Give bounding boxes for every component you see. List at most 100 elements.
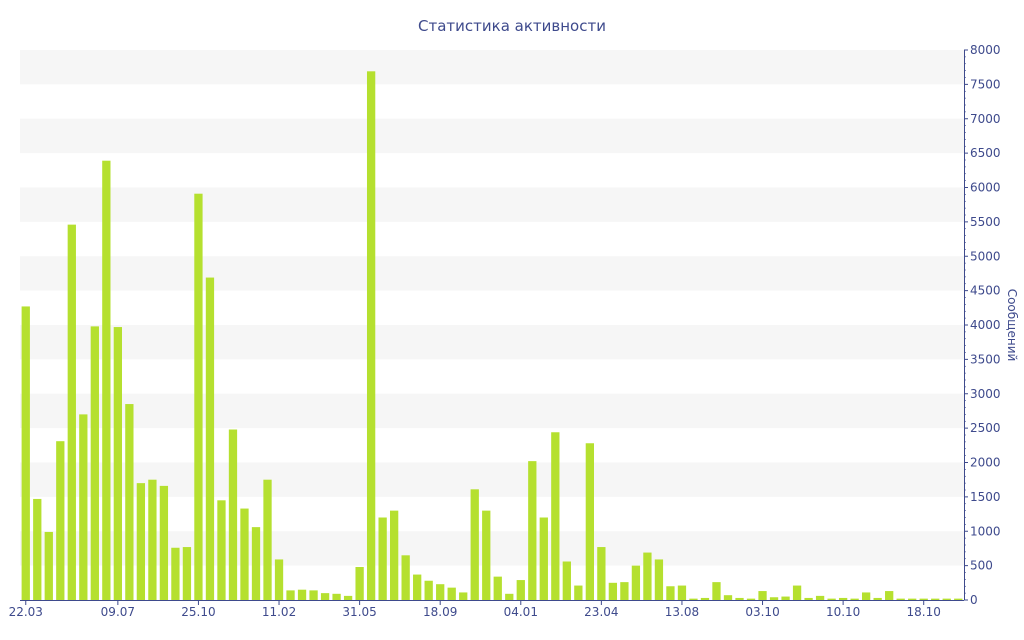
- bar[interactable]: [182, 547, 192, 600]
- x-tick-label: 03.10: [745, 605, 779, 619]
- bar[interactable]: [562, 561, 571, 601]
- bar[interactable]: [551, 432, 560, 600]
- bar[interactable]: [297, 589, 307, 600]
- bar[interactable]: [873, 597, 882, 600]
- bar[interactable]: [815, 595, 825, 601]
- bar[interactable]: [378, 517, 387, 601]
- bar[interactable]: [136, 483, 146, 601]
- bar[interactable]: [781, 596, 790, 600]
- x-tick-label: 25.10: [181, 605, 215, 619]
- bar[interactable]: [102, 160, 111, 600]
- y-tick-label: 2500: [970, 421, 1001, 435]
- bar[interactable]: [332, 593, 341, 600]
- bar[interactable]: [390, 510, 399, 601]
- bar[interactable]: [942, 598, 951, 601]
- bar[interactable]: [769, 597, 779, 600]
- y-tick-label: 8000: [970, 43, 1001, 57]
- bar[interactable]: [919, 598, 928, 601]
- bar[interactable]: [482, 510, 491, 601]
- bar[interactable]: [862, 592, 871, 600]
- x-tick-label: 18.10: [907, 605, 941, 619]
- bar[interactable]: [21, 306, 30, 600]
- bar[interactable]: [113, 327, 122, 600]
- bar[interactable]: [654, 559, 664, 600]
- bar[interactable]: [896, 598, 905, 601]
- bar[interactable]: [597, 547, 606, 600]
- bar[interactable]: [217, 500, 226, 600]
- bar[interactable]: [804, 597, 813, 600]
- bar[interactable]: [666, 586, 675, 600]
- bar[interactable]: [125, 404, 134, 600]
- bar[interactable]: [228, 429, 238, 601]
- bar[interactable]: [436, 584, 445, 600]
- y-tick-label: 1500: [970, 490, 1001, 504]
- x-tick-label: 09.07: [101, 605, 135, 619]
- bar[interactable]: [79, 414, 88, 601]
- bar[interactable]: [850, 598, 859, 601]
- bar[interactable]: [620, 582, 629, 601]
- y-tick-label: 7500: [970, 77, 1001, 91]
- bar[interactable]: [459, 592, 468, 600]
- bar[interactable]: [159, 485, 169, 601]
- bar[interactable]: [274, 559, 284, 600]
- bar[interactable]: [505, 593, 514, 600]
- bar[interactable]: [539, 517, 548, 601]
- bar[interactable]: [908, 598, 917, 601]
- bar[interactable]: [171, 547, 180, 600]
- bar[interactable]: [205, 277, 215, 600]
- bar[interactable]: [516, 580, 525, 600]
- bar[interactable]: [735, 597, 744, 600]
- bar[interactable]: [643, 552, 652, 600]
- bar[interactable]: [194, 193, 203, 600]
- bar[interactable]: [263, 479, 272, 600]
- bar[interactable]: [712, 582, 721, 601]
- bar[interactable]: [838, 597, 848, 600]
- bar[interactable]: [240, 508, 249, 600]
- grid-band: [20, 325, 964, 360]
- grid-bands: [20, 50, 964, 566]
- bar[interactable]: [723, 595, 733, 600]
- bar[interactable]: [424, 580, 433, 600]
- bar[interactable]: [700, 597, 710, 600]
- x-tick-label: 22.03: [9, 605, 43, 619]
- bar[interactable]: [758, 591, 767, 600]
- bar[interactable]: [44, 531, 53, 600]
- bar[interactable]: [309, 590, 318, 601]
- bar[interactable]: [320, 593, 330, 601]
- bar[interactable]: [286, 590, 295, 601]
- bars: [21, 71, 963, 601]
- bar[interactable]: [56, 441, 65, 600]
- bar[interactable]: [792, 585, 802, 600]
- bar[interactable]: [251, 527, 261, 601]
- bar[interactable]: [827, 598, 836, 601]
- bar[interactable]: [885, 591, 894, 600]
- bar[interactable]: [470, 489, 479, 600]
- bar[interactable]: [401, 555, 410, 600]
- bar[interactable]: [746, 598, 756, 601]
- bar[interactable]: [67, 224, 76, 601]
- y-tick-label: 2000: [970, 456, 1001, 470]
- bar[interactable]: [355, 567, 364, 600]
- y-tick-label: 6500: [970, 146, 1001, 160]
- y-tick-label: 3000: [970, 387, 1001, 401]
- y-tick-label: 7000: [970, 112, 1001, 126]
- bar[interactable]: [528, 461, 537, 601]
- bar[interactable]: [343, 595, 353, 601]
- bar[interactable]: [631, 565, 641, 601]
- bar[interactable]: [493, 576, 502, 601]
- bar[interactable]: [366, 71, 376, 600]
- bar[interactable]: [90, 326, 99, 601]
- bar[interactable]: [931, 598, 940, 601]
- grid-band: [20, 187, 964, 222]
- bar[interactable]: [33, 498, 42, 600]
- bar[interactable]: [689, 598, 698, 601]
- bar[interactable]: [574, 585, 583, 600]
- bar[interactable]: [148, 479, 157, 600]
- bar[interactable]: [413, 574, 422, 600]
- bar[interactable]: [447, 587, 456, 601]
- x-tick-label: 18.09: [423, 605, 457, 619]
- bar[interactable]: [585, 443, 594, 600]
- bar[interactable]: [954, 598, 963, 601]
- bar[interactable]: [677, 585, 687, 600]
- bar[interactable]: [608, 582, 618, 600]
